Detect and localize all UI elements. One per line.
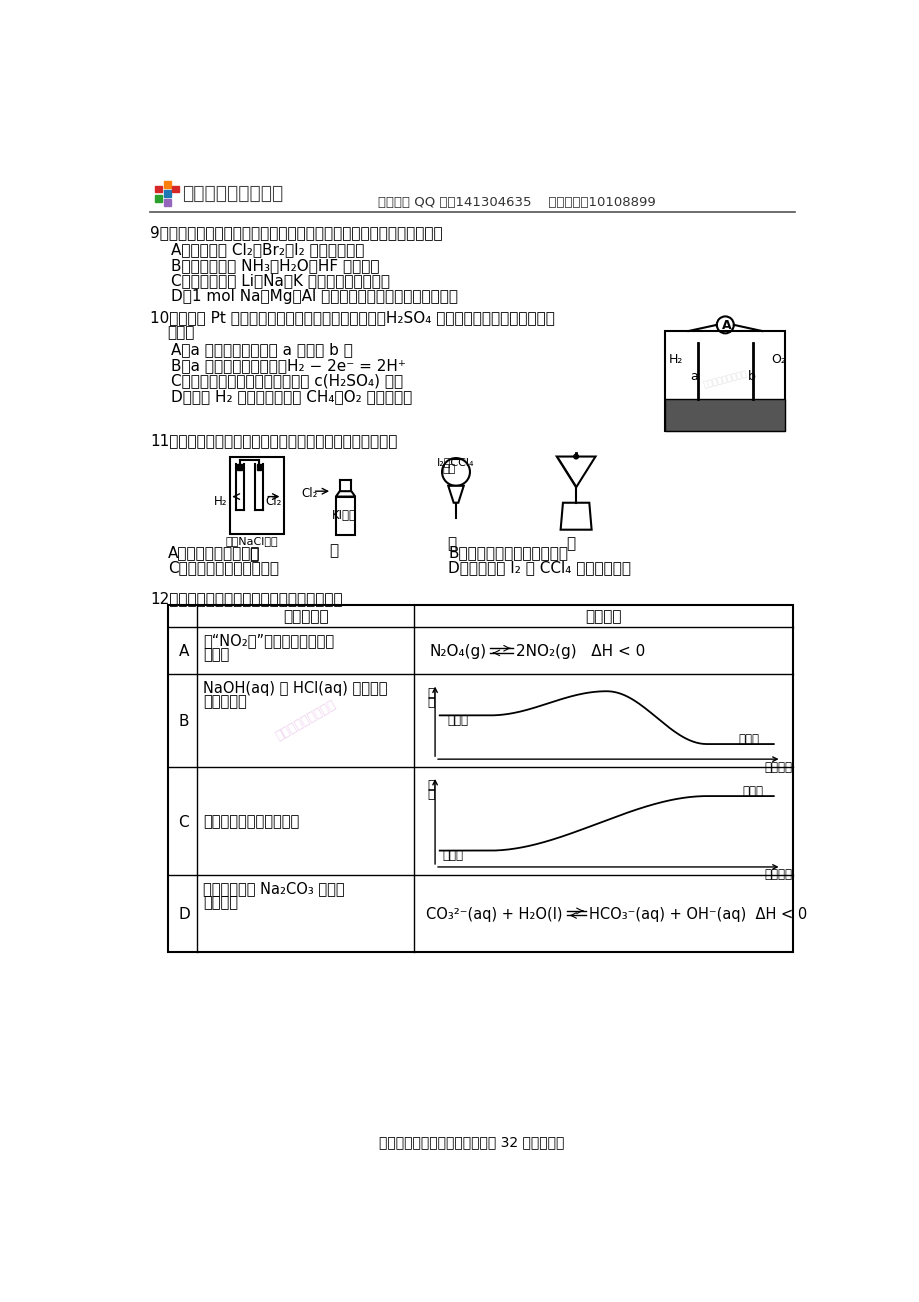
Text: D．用丁过滤 I₂ 的 CCl₄ 溶液得碘单质: D．用丁过滤 I₂ 的 CCl₄ 溶液得碘单质	[448, 560, 630, 575]
Text: 11．用氯气制取并获得碘单质，不能实现实验目的的装置是: 11．用氯气制取并获得碘单质，不能实现实验目的的装置是	[150, 434, 397, 448]
Bar	[164, 190, 171, 197]
Text: B．气态氢化物 NH₃、H₂O、HF 的稳定性: B．气态氢化物 NH₃、H₂O、HF 的稳定性	[171, 258, 379, 273]
Text: 将“NO₂球”置于热水中，红棕: 将“NO₂球”置于热水中，红棕	[203, 633, 335, 648]
Polygon shape	[556, 457, 595, 487]
Bar	[664, 398, 785, 431]
Bar	[230, 457, 284, 534]
Text: B．a 极的电极反应式是：H₂ − 2e⁻ = 2H⁺: B．a 极的电极反应式是：H₂ − 2e⁻ = 2H⁺	[171, 358, 405, 372]
Text: HCO₃⁻(aq) + OH⁻(aq)  ΔH < 0: HCO₃⁻(aq) + OH⁻(aq) ΔH < 0	[588, 907, 806, 922]
Text: 2NO₂(g)   ΔH < 0: 2NO₂(g) ΔH < 0	[516, 644, 644, 659]
Text: 生成物: 生成物	[742, 785, 763, 798]
Bar	[335, 496, 355, 535]
Text: I₂的CCl₄: I₂的CCl₄	[437, 457, 473, 466]
Text: 反应物: 反应物	[447, 713, 468, 727]
Text: B．用乙氧化溶液中的碘离子: B．用乙氧化溶液中的碘离子	[448, 546, 568, 560]
Text: 学而思高考研究中心: 学而思高考研究中心	[273, 698, 338, 743]
Text: 生成物: 生成物	[738, 733, 759, 746]
Text: 溶液: 溶液	[441, 465, 455, 474]
Text: 确的是: 确的是	[167, 326, 195, 341]
Bar	[164, 199, 171, 206]
Bar	[664, 331, 785, 431]
Text: 资料分享 QQ 群：141304635    联系电话：10108899: 资料分享 QQ 群：141304635 联系电话：10108899	[378, 197, 655, 210]
Text: b: b	[747, 370, 755, 383]
Text: 学而思高考研究中心: 学而思高考研究中心	[701, 370, 747, 389]
Text: C．碱金属单质 Li、Na、K 与水反应的剑烈程度: C．碱金属单质 Li、Na、K 与水反应的剑烈程度	[171, 273, 390, 288]
Text: 反应过程: 反应过程	[764, 868, 791, 881]
Text: O₂: O₂	[771, 353, 786, 366]
Text: Cl₂: Cl₂	[265, 495, 281, 508]
Text: NaOH(aq) 与 HCl(aq) 混合，溶: NaOH(aq) 与 HCl(aq) 混合，溶	[203, 681, 388, 695]
Text: H₂: H₂	[668, 353, 683, 366]
Text: C．用丙提取置换出来的碘: C．用丙提取置换出来的碘	[167, 560, 278, 575]
Text: 9．依据下列说法来判断相应元素的金属性、非金属性强弱，不合理的是: 9．依据下列说法来判断相应元素的金属性、非金属性强弱，不合理的是	[150, 225, 442, 241]
Text: 微热含酚酞的 Na₂CO₃ 溶液，: 微热含酚酞的 Na₂CO₃ 溶液，	[203, 881, 345, 896]
Text: 能: 能	[426, 779, 435, 792]
Text: 量: 量	[426, 789, 435, 802]
Bar	[256, 465, 261, 470]
Text: 钓投入水中，燔化成小球: 钓投入水中，燔化成小球	[203, 815, 300, 829]
Text: A．卤素单质 Cl₂、Br₂、I₂ 的氧化性强弱: A．卤素单质 Cl₂、Br₂、I₂ 的氧化性强弱	[171, 242, 364, 258]
Bar	[155, 185, 162, 193]
Bar	[164, 181, 171, 187]
Text: 10．右图为 Pt 电极的氢氧燃料电池工作原理示意图，H₂SO₄ 为电解质溶液．有关说法不正: 10．右图为 Pt 电极的氢氧燃料电池工作原理示意图，H₂SO₄ 为电解质溶液．…	[150, 310, 554, 326]
Text: N₂O₄(g): N₂O₄(g)	[429, 644, 486, 659]
Text: a: a	[689, 370, 697, 383]
Text: C: C	[178, 815, 189, 829]
Bar	[237, 465, 242, 470]
Text: 液温度升高: 液温度升高	[203, 694, 247, 710]
Text: 反应过程: 反应过程	[764, 760, 791, 773]
Text: 反应物: 反应物	[442, 849, 463, 862]
Polygon shape	[448, 486, 463, 503]
Text: D．1 mol Na、Mg、Al 与足量盐酸反应时失电子数的多少: D．1 mol Na、Mg、Al 与足量盐酸反应时失电子数的多少	[171, 289, 458, 303]
Text: 学而思高考研究中心: 学而思高考研究中心	[182, 184, 283, 203]
Text: 甲: 甲	[249, 547, 258, 562]
Text: 丁: 丁	[565, 536, 574, 551]
Text: A: A	[178, 644, 188, 659]
Text: A．a 极为负极，电子由 a 极流向 b 极: A．a 极为负极，电子由 a 极流向 b 极	[171, 342, 352, 358]
Text: 量: 量	[426, 697, 435, 710]
Text: 地址：北京市海淧区中关村大街 32 号和盛大厦: 地址：北京市海淧区中关村大街 32 号和盛大厦	[379, 1135, 563, 1150]
Bar	[172, 185, 179, 193]
Bar	[155, 195, 162, 202]
Bar	[167, 605, 792, 952]
Text: 实验及现象: 实验及现象	[282, 609, 328, 624]
Text: C．电池工作一段时间后，装置中 c(H₂SO₄) 增大: C．电池工作一段时间后，装置中 c(H₂SO₄) 增大	[171, 374, 403, 388]
Text: 丙: 丙	[447, 536, 456, 551]
Text: D: D	[178, 907, 190, 922]
Text: 能量关系: 能量关系	[584, 609, 621, 624]
Text: 色加深: 色加深	[203, 647, 230, 661]
Text: Cl₂: Cl₂	[301, 487, 317, 500]
Text: 饱和NaCl溶液: 饱和NaCl溶液	[225, 536, 278, 546]
Text: H₂: H₂	[214, 495, 228, 508]
Text: KI溶液: KI溶液	[332, 509, 357, 522]
Text: A: A	[721, 319, 731, 332]
Polygon shape	[560, 503, 591, 530]
Text: 红色加深: 红色加深	[203, 894, 238, 910]
Text: D．若将 H₂ 改为等物质的量 CH₄，O₂ 的用量增多: D．若将 H₂ 改为等物质的量 CH₄，O₂ 的用量增多	[171, 389, 412, 404]
Text: 12．根据下列实验及现象，能量关系正确的是: 12．根据下列实验及现象，能量关系正确的是	[150, 591, 342, 607]
Text: A．用甲制取少量氯气: A．用甲制取少量氯气	[167, 546, 260, 560]
Text: B: B	[178, 715, 188, 729]
Text: CO₃²⁻(aq) + H₂O(l): CO₃²⁻(aq) + H₂O(l)	[425, 907, 566, 922]
Text: 能: 能	[426, 686, 435, 699]
Text: 乙: 乙	[329, 543, 338, 559]
Polygon shape	[335, 491, 355, 496]
